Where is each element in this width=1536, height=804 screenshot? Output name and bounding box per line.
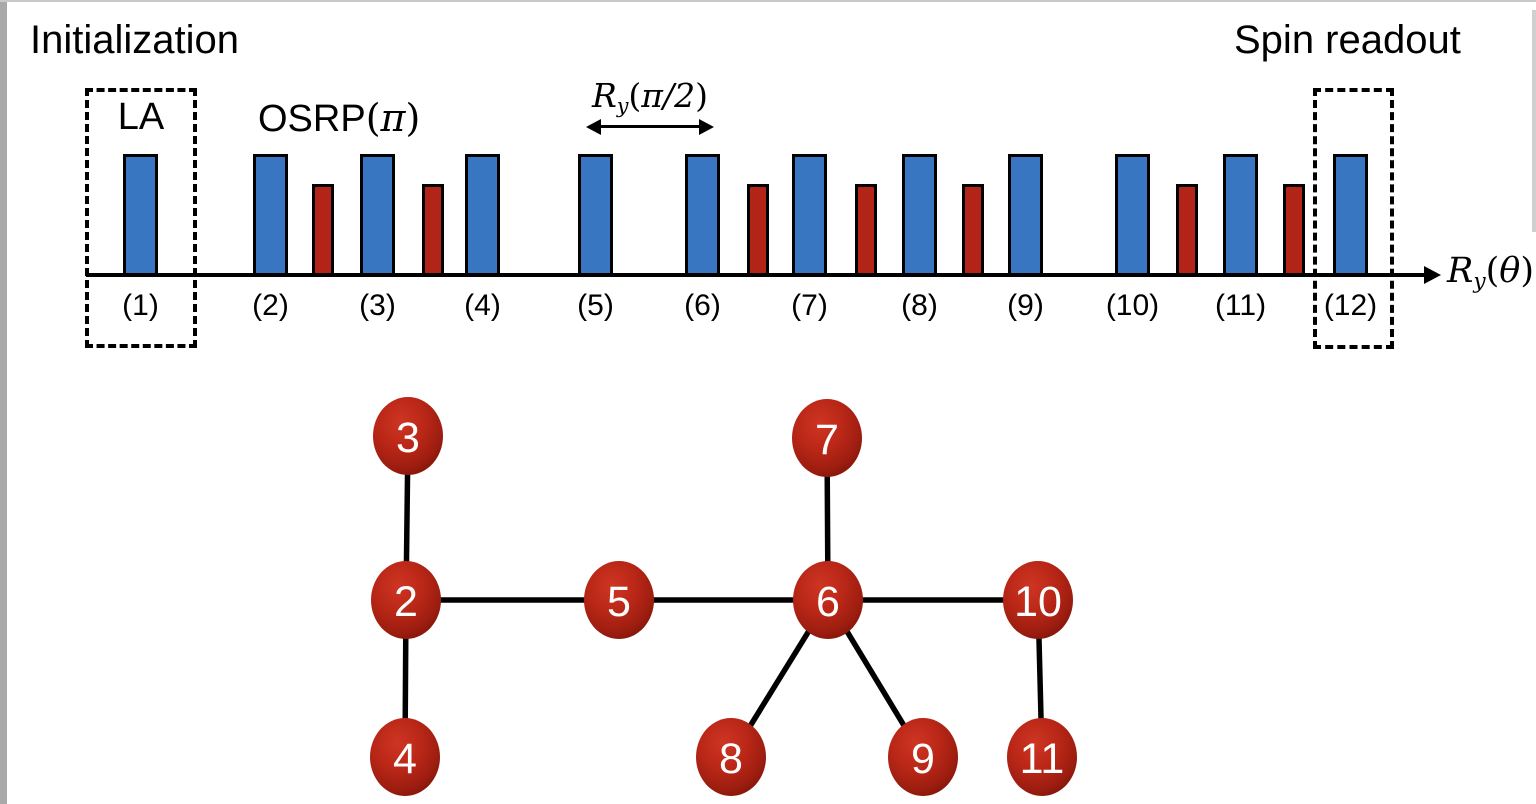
blue-pulse-bar-6 [685, 154, 720, 276]
graph-node-circle-10 [1003, 561, 1073, 639]
blue-pulse-bar-7 [792, 154, 827, 276]
ry-pi-over-2-label: Ry(π/2) [592, 76, 708, 118]
blue-pulse-bar-11 [1223, 154, 1258, 276]
graph-node-label-2: 2 [394, 578, 418, 626]
blue-pulse-bar-12 [1333, 154, 1368, 276]
osrp-pi-label: OSRP(π) [258, 96, 421, 140]
graph-nodes: 2 3 4 5 6 7 8 9 10 11 [370, 397, 1077, 796]
pulse-index-label-3: (3) [359, 289, 396, 322]
red-pulse-bar-8 [962, 184, 984, 276]
pulse-index-label-7: (7) [791, 289, 828, 322]
pulse-index-label-10: (10) [1105, 289, 1160, 322]
pulse-index-label-6: (6) [684, 289, 721, 322]
la-label: LA [117, 96, 165, 138]
red-pulse-bar-10 [1176, 184, 1198, 276]
spin-readout-title: Spin readout [1234, 18, 1461, 62]
graph-node-5: 5 [584, 561, 654, 639]
graph-node-label-6: 6 [816, 578, 840, 626]
arrowhead-right-icon [699, 119, 714, 135]
graph-node-circle-5 [584, 561, 654, 639]
graph-node-2: 2 [371, 561, 441, 639]
graph-node-label-5: 5 [607, 578, 631, 626]
graph-node-circle-9 [888, 718, 958, 796]
graph-node-circle-8 [696, 718, 766, 796]
blue-pulse-bar-10 [1115, 154, 1150, 276]
graph-node-8: 8 [696, 718, 766, 796]
window-top-border [0, 0, 1536, 2]
window-right-border [1532, 10, 1536, 232]
graph-node-circle-4 [370, 718, 440, 796]
graph-node-11: 11 [1007, 718, 1077, 796]
red-pulse-bar-7 [855, 184, 877, 276]
pulse-index-label-9: (9) [1007, 289, 1044, 322]
time-axis-arrowhead [1424, 266, 1441, 284]
graph-node-label-11: 11 [1020, 735, 1065, 783]
graph-node-circle-11 [1007, 718, 1077, 796]
graph-node-7: 7 [792, 399, 862, 477]
graph-node-circle-6 [793, 561, 863, 639]
initialization-dashed-box [85, 88, 197, 348]
initialization-title: Initialization [30, 18, 240, 62]
graph-node-9: 9 [888, 718, 958, 796]
graph-node-3: 3 [373, 397, 443, 475]
blue-pulse-bar-8 [902, 154, 937, 276]
pulse-index-label-1: (1) [122, 289, 159, 322]
blue-pulse-bar-9 [1008, 154, 1043, 276]
pulse-index-label-8: (8) [901, 289, 938, 322]
spin-readout-dashed-box [1313, 88, 1394, 349]
graph-node-label-4: 4 [393, 735, 417, 783]
blue-pulse-bar-3 [360, 154, 395, 276]
pulse-index-label-4: (4) [464, 289, 501, 322]
graph-node-circle-2 [371, 561, 441, 639]
blue-pulse-bar-5 [578, 154, 613, 276]
graph-node-10: 10 [1003, 561, 1073, 639]
blue-pulse-bar-2 [253, 154, 288, 276]
graph-node-label-9: 9 [911, 735, 935, 783]
graph-node-circle-7 [792, 399, 862, 477]
graph-node-6: 6 [793, 561, 863, 639]
red-pulse-bar-3 [422, 184, 444, 276]
red-pulse-bar-11 [1283, 184, 1305, 276]
pulse-index-label-12: (12) [1323, 289, 1378, 322]
arrow-shaft [592, 125, 708, 128]
graph-node-4: 4 [370, 718, 440, 796]
blue-pulse-bar-1 [123, 154, 158, 276]
red-pulse-bar-2 [312, 184, 334, 276]
graph-node-label-3: 3 [396, 414, 420, 462]
pulse-index-label-11: (11) [1214, 289, 1267, 322]
ry-theta-axis-label: Ry(θ) [1447, 251, 1535, 295]
ry-pi-over-2-span-arrow [586, 119, 714, 135]
osrp-text: OSRP [258, 98, 366, 140]
graph-node-circle-3 [373, 397, 443, 475]
blue-pulse-bar-4 [465, 154, 500, 276]
graph-node-label-8: 8 [719, 735, 743, 783]
graph-node-label-7: 7 [815, 416, 839, 464]
window-left-border [0, 0, 7, 804]
graph-node-label-10: 10 [1014, 578, 1062, 626]
pulse-index-label-2: (2) [252, 289, 289, 322]
red-pulse-bar-6 [747, 184, 769, 276]
graph-edges [402, 435, 1045, 759]
pulse-index-label-5: (5) [577, 289, 614, 322]
